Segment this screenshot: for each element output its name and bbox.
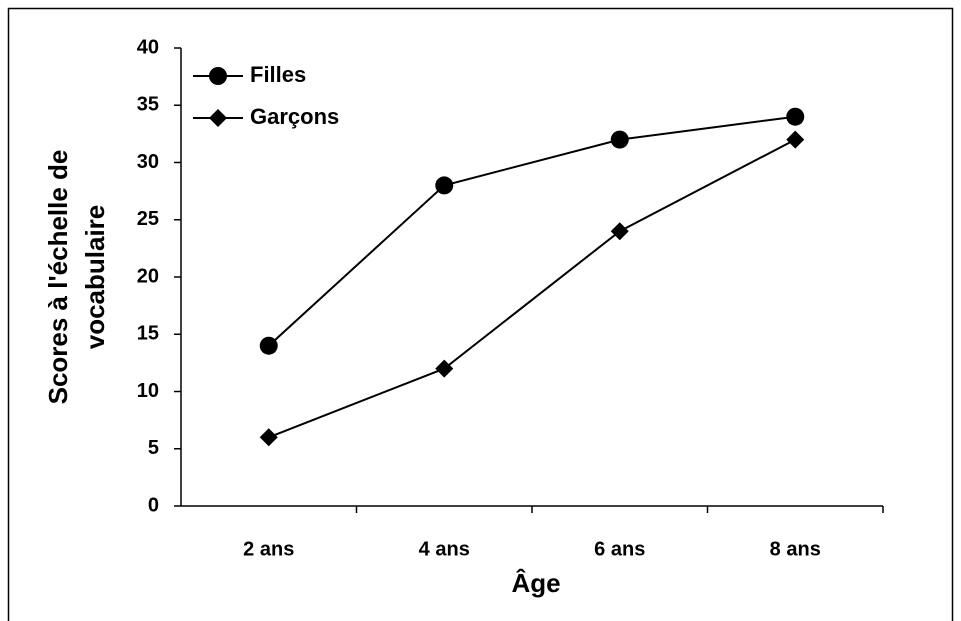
series-line bbox=[268, 115, 796, 347]
marker bbox=[610, 222, 629, 241]
x-axis-label: Âge bbox=[511, 568, 560, 598]
series-line bbox=[268, 138, 796, 439]
marker bbox=[259, 336, 278, 355]
y-tick-label: 5 bbox=[148, 437, 159, 459]
x-tick-label: 6 ans bbox=[594, 538, 645, 560]
marker bbox=[435, 359, 454, 378]
y-tick-label: 0 bbox=[148, 494, 159, 516]
y-tick-label: 20 bbox=[137, 265, 159, 287]
y-tick-label: 35 bbox=[137, 94, 159, 116]
marker bbox=[610, 130, 629, 149]
y-tick-label: 25 bbox=[137, 208, 159, 230]
marker bbox=[209, 67, 227, 85]
marker bbox=[786, 130, 805, 149]
marker bbox=[209, 109, 227, 127]
x-tick-label: 2 ans bbox=[243, 538, 294, 560]
marker bbox=[786, 107, 805, 126]
y-tick-label: 15 bbox=[137, 323, 159, 345]
y-tick-label: 30 bbox=[137, 151, 159, 173]
legend-label: Garçons bbox=[250, 104, 339, 129]
y-axis-label: vocabulaire bbox=[80, 205, 110, 350]
y-axis-label: Scores à l'échelle de bbox=[43, 150, 73, 405]
x-tick-label: 4 ans bbox=[419, 538, 470, 560]
marker bbox=[259, 428, 278, 447]
x-tick-label: 8 ans bbox=[770, 538, 821, 560]
chart-frame bbox=[7, 7, 954, 621]
legend-label: Filles bbox=[250, 62, 306, 87]
marker bbox=[435, 176, 454, 195]
y-tick-label: 10 bbox=[137, 380, 159, 402]
y-tick-label: 40 bbox=[137, 36, 159, 58]
